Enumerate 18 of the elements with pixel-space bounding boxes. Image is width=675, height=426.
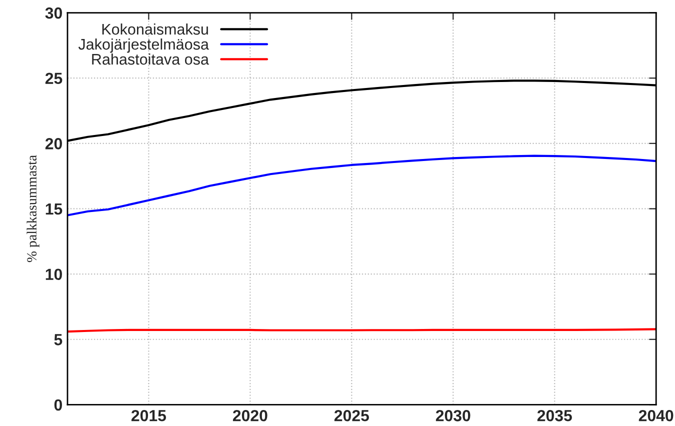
line-series: [68, 154, 656, 216]
x-tick-label: 2015: [131, 410, 166, 422]
y-axis-title: % palkkasummasta: [26, 155, 40, 262]
y-tick-label: 15: [46, 204, 62, 215]
x-tick-label: 2030: [436, 410, 470, 422]
y-tick-label: 5: [54, 334, 62, 346]
y-tick-label: 30: [45, 7, 62, 19]
x-tick-label: 2025: [334, 410, 369, 422]
legend-label: Rahastoitava osa: [92, 53, 209, 65]
x-tick-label: 2040: [638, 410, 674, 422]
legend-label: Jakojärjestelmäosa: [78, 38, 209, 53]
x-tick-label: 2020: [232, 410, 268, 422]
legend-label: Kokonaismaksu: [102, 23, 208, 35]
y-tick-label: 0: [54, 399, 62, 411]
y-tick-label: 20: [45, 138, 62, 150]
x-tick-label: 2035: [537, 410, 572, 422]
y-tick-label: 25: [45, 72, 62, 84]
y-tick-label: 10: [46, 268, 62, 280]
